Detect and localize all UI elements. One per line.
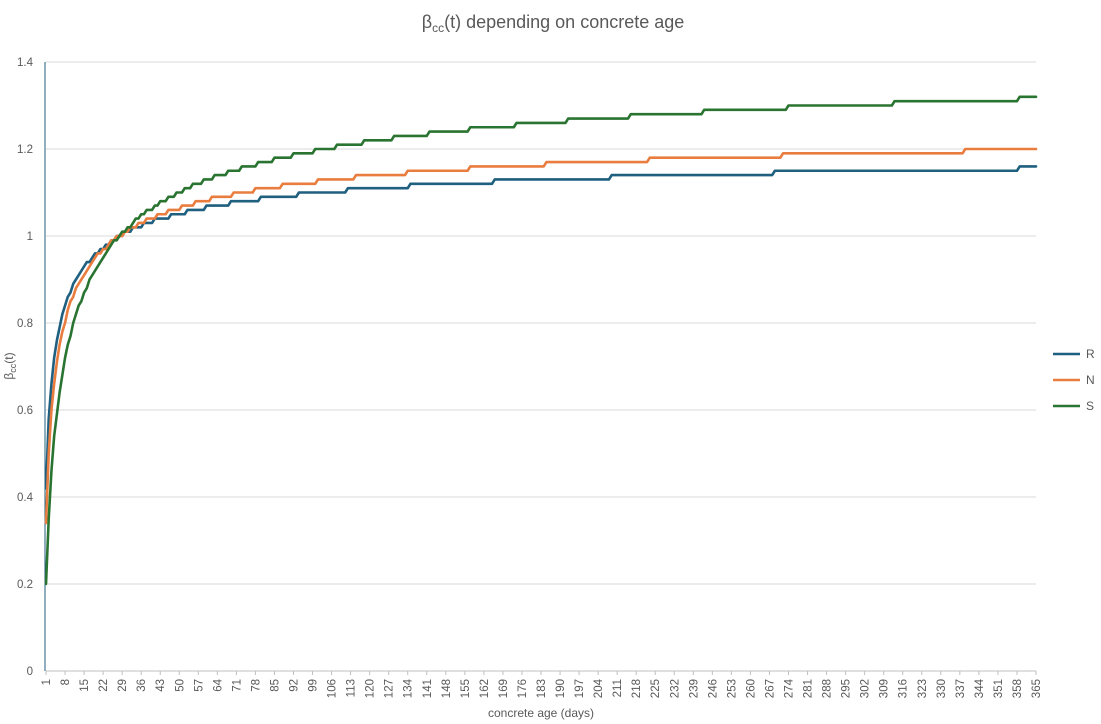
x-tick-label: 113 — [346, 679, 358, 697]
x-tick-label: 358 — [1012, 679, 1024, 698]
chart-title: βcc(t) depending on concrete age — [422, 12, 685, 35]
x-tick-label: 365 — [1031, 679, 1043, 698]
x-tick-label: 85 — [269, 679, 281, 692]
x-tick-label: 57 — [193, 679, 205, 692]
x-tick-label: 253 — [726, 679, 738, 698]
y-axis-label-suffix: (t) — [2, 352, 16, 363]
x-tick-label: 281 — [803, 679, 815, 698]
y-tick-label: 1 — [27, 231, 33, 243]
x-tick-label: 176 — [517, 679, 529, 698]
y-tick-label: 1.4 — [17, 57, 34, 69]
x-tick-label: 316 — [898, 679, 910, 698]
x-tick-label: 330 — [936, 679, 948, 698]
x-tick-label: 204 — [593, 678, 605, 698]
y-axis-ticks: 0 0.2 0.4 0.6 0.8 1 1.2 1.4 — [17, 57, 34, 678]
x-tick-label: 141 — [422, 679, 434, 698]
x-tick-label: 197 — [574, 679, 586, 698]
y-tick-label: 0.6 — [17, 405, 33, 417]
legend-label-n: N — [1086, 373, 1095, 387]
x-axis-ticks: 1 8 15 22 29 36 43 50 57 64 71 78 85 92 99 106 113 120 127… — [41, 671, 1043, 698]
x-tick-label: 71 — [231, 679, 243, 692]
x-tick-label: 183 — [536, 679, 548, 698]
chart-title-prefix: β — [422, 12, 432, 32]
legend: RNS — [1053, 347, 1095, 413]
x-tick-label: 15 — [79, 679, 91, 692]
y-axis-label-prefix: β — [2, 373, 16, 380]
x-tick-label: 162 — [479, 679, 491, 698]
x-tick-label: 232 — [669, 679, 681, 698]
x-axis-label: concrete age (days) — [488, 706, 594, 720]
x-tick-label: 78 — [250, 679, 262, 692]
x-tick-label: 99 — [308, 679, 320, 692]
chart-title-subscript: cc — [432, 21, 444, 35]
x-tick-label: 337 — [955, 679, 967, 698]
y-axis-label-subscript: cc — [8, 363, 18, 373]
x-tick-label: 239 — [688, 679, 700, 698]
y-tick-label: 0.4 — [17, 492, 34, 504]
legend-label-s: S — [1086, 399, 1094, 413]
x-tick-label: 134 — [403, 678, 415, 698]
chart-title-suffix: (t) depending on concrete age — [444, 12, 684, 32]
x-tick-label: 64 — [212, 678, 224, 691]
x-tick-label: 246 — [707, 679, 719, 698]
x-tick-label: 274 — [784, 678, 796, 698]
x-tick-label: 323 — [917, 679, 929, 698]
x-tick-label: 8 — [60, 679, 72, 685]
gridlines — [46, 61, 1036, 585]
x-tick-label: 127 — [384, 679, 396, 698]
x-tick-label: 218 — [631, 679, 643, 698]
y-tick-label: 1.2 — [17, 144, 33, 156]
y-axis-label: βcc(t) — [2, 352, 18, 379]
x-tick-label: 43 — [155, 679, 167, 692]
series-line-r — [44, 165, 1038, 490]
series-line-n — [44, 147, 1038, 525]
x-tick-label: 106 — [327, 679, 339, 698]
series-lines — [44, 95, 1038, 586]
x-tick-label: 225 — [650, 679, 662, 698]
x-tick-label: 148 — [441, 679, 453, 698]
legend-label-r: R — [1086, 347, 1095, 361]
x-tick-label: 351 — [993, 679, 1005, 698]
x-tick-label: 190 — [555, 679, 567, 698]
x-tick-label: 22 — [98, 679, 110, 692]
x-tick-label: 120 — [365, 679, 377, 698]
x-tick-label: 169 — [498, 679, 510, 698]
x-tick-label: 155 — [460, 679, 472, 698]
x-tick-label: 267 — [764, 679, 776, 698]
y-tick-label: 0.8 — [17, 318, 33, 330]
x-tick-label: 309 — [879, 679, 891, 698]
x-tick-label: 36 — [136, 679, 148, 692]
x-tick-label: 29 — [117, 679, 129, 692]
x-tick-label: 211 — [612, 679, 624, 697]
x-tick-label: 344 — [974, 678, 986, 698]
x-tick-label: 92 — [289, 679, 301, 692]
x-tick-label: 260 — [745, 679, 757, 698]
x-tick-label: 302 — [860, 679, 872, 698]
x-tick-label: 288 — [822, 679, 834, 698]
x-tick-label: 1 — [41, 679, 53, 685]
y-tick-label: 0.2 — [17, 579, 33, 591]
y-tick-label: 0 — [27, 666, 33, 678]
series-line-s — [44, 95, 1038, 586]
x-tick-label: 295 — [841, 679, 853, 698]
x-tick-label: 50 — [174, 679, 186, 692]
